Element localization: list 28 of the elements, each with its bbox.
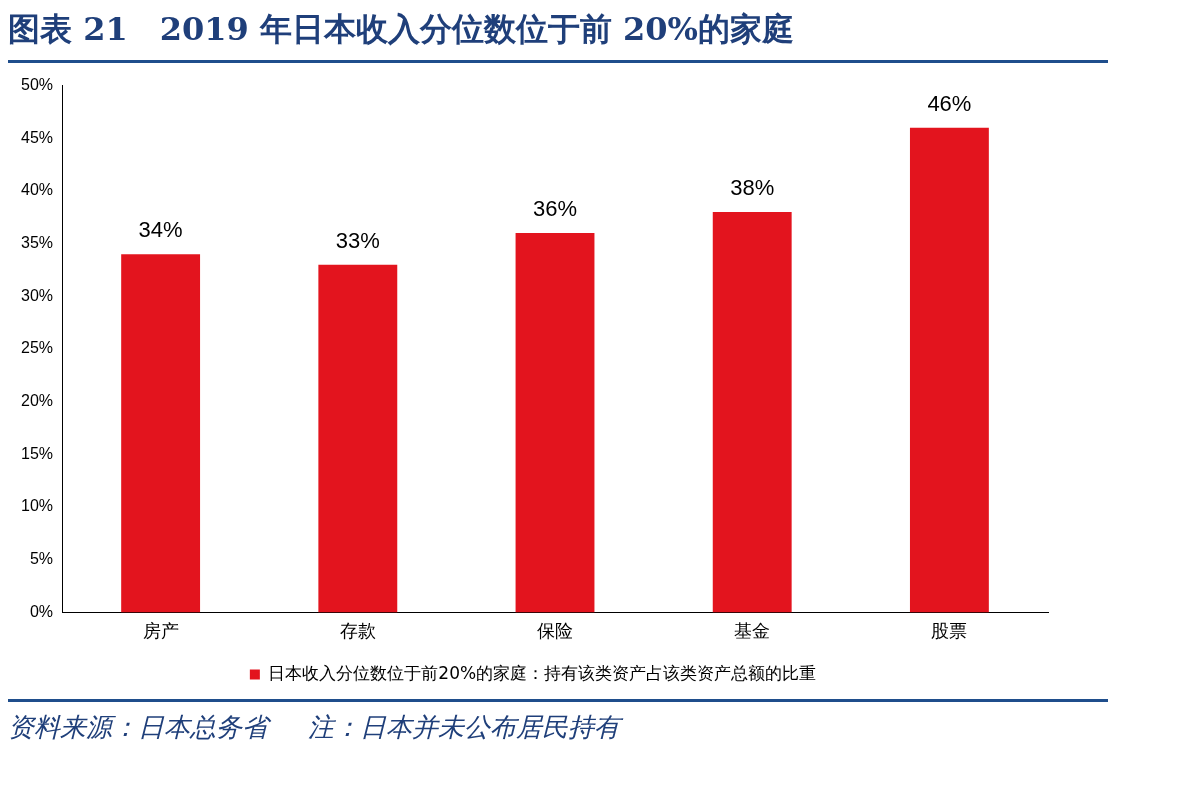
y-tick-label: 45% — [20, 128, 54, 146]
y-tick-label: 15% — [20, 444, 54, 462]
chart-title: 图表 21 2019 年日本收入分位数位于前 20%的家庭 — [8, 8, 1108, 63]
y-tick-label: 30% — [20, 286, 54, 304]
y-tick-label: 35% — [20, 234, 54, 252]
legend-label: 日本收入分位数位于前20%的家庭：持有该类资产占该类资产总额的比重 — [268, 662, 817, 683]
bar — [318, 264, 398, 613]
y-tick-label: 50% — [20, 76, 54, 94]
x-tick-label: 存款 — [339, 619, 376, 641]
y-tick-label: 25% — [20, 339, 54, 357]
bar — [712, 212, 792, 613]
data-label: 46% — [927, 90, 972, 116]
x-tick-label: 股票 — [931, 619, 968, 641]
x-tick-label: 保险 — [537, 619, 574, 641]
y-tick-label: 0% — [29, 602, 54, 620]
bar — [121, 254, 201, 613]
data-label: 33% — [335, 227, 380, 253]
data-label: 36% — [532, 196, 578, 222]
y-tick-label: 20% — [20, 392, 54, 410]
x-tick-label: 基金 — [734, 619, 771, 641]
y-tick-label: 10% — [20, 497, 54, 515]
bar — [515, 233, 595, 613]
data-label: 38% — [730, 175, 775, 201]
x-tick-label: 房产 — [142, 619, 179, 641]
y-tick-label: 40% — [20, 181, 54, 199]
data-label: 34% — [138, 217, 183, 243]
y-tick-label: 5% — [29, 550, 54, 568]
bar — [909, 127, 989, 613]
